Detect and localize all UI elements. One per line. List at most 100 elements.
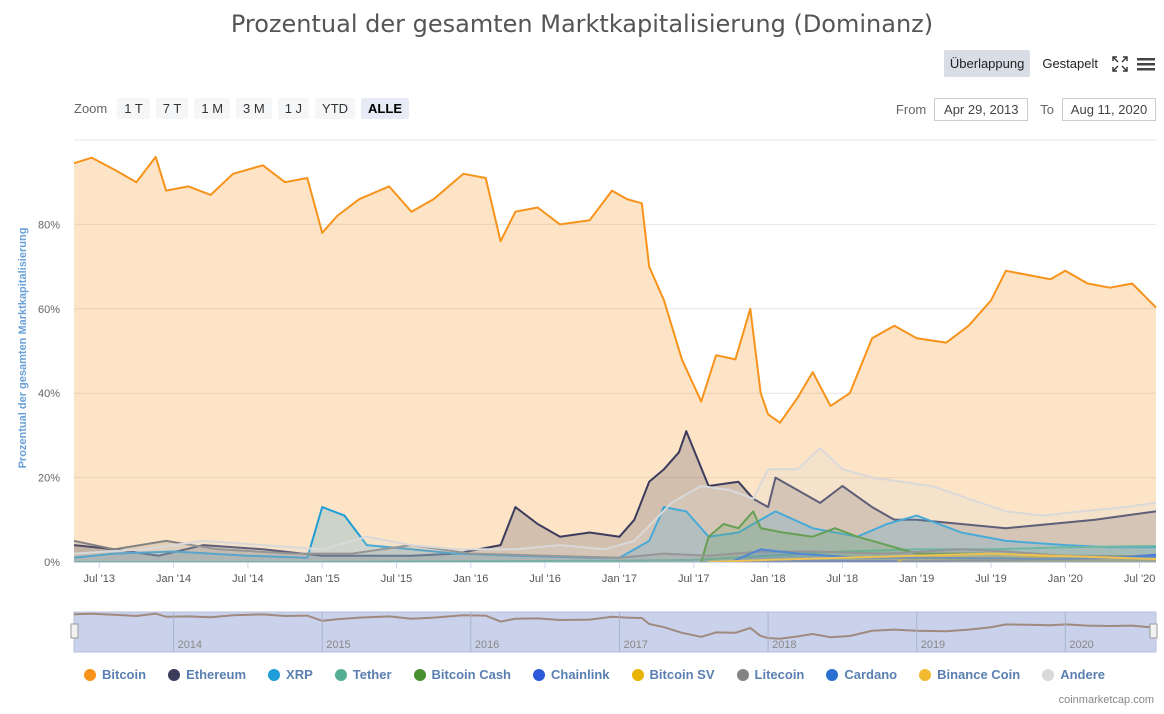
x-tick-label: Jul '20 <box>1124 573 1155 585</box>
series-line-binance-coin <box>708 552 1157 563</box>
x-tick-label: Jan '18 <box>751 573 786 585</box>
zoom-3m-button[interactable]: 3 M <box>236 98 272 119</box>
legend-marker <box>168 668 181 681</box>
navigator-label: 2014 <box>178 639 202 651</box>
legend-label: Bitcoin SV <box>649 667 715 682</box>
navigator-window <box>73 611 1157 653</box>
navigator-handle-left[interactable] <box>70 623 79 639</box>
series-area-ethereum <box>74 431 1156 562</box>
legend-marker <box>736 668 749 681</box>
to-label: To <box>1040 102 1054 117</box>
fullscreen-icon[interactable] <box>1110 54 1130 74</box>
series-area-andere <box>74 448 1156 562</box>
legend-marker <box>84 668 96 681</box>
legend-marker <box>533 668 545 681</box>
legend-label: Bitcoin <box>102 667 147 682</box>
series-area-litecoin <box>74 540 1156 562</box>
legend-marker <box>631 668 644 681</box>
series-line-chainlink <box>723 553 1157 563</box>
navigator[interactable]: 2014 2015 2016 2017 2018 2019 2020 <box>70 611 1158 653</box>
x-tick-label: Jul '19 <box>975 573 1006 585</box>
series-area-bitcoin <box>74 156 1156 562</box>
legend-marker <box>1042 668 1055 681</box>
legend-item-tether[interactable]: Tether <box>334 667 392 682</box>
legend-label: Bitcoin Cash <box>431 667 511 682</box>
x-tick-label: Jul '15 <box>381 573 412 585</box>
legend-item-chainlink[interactable]: Chainlink <box>533 667 610 682</box>
series-area-tether <box>74 546 1156 562</box>
date-range: From Apr 29, 2013 To Aug 11, 2020 <box>896 98 1156 121</box>
series-line-bitcoin <box>73 155 1157 424</box>
x-tick-label: Jan '14 <box>156 573 191 585</box>
series-line-ethereum <box>73 430 1157 557</box>
y-axis: 0% 20% 40% 60% 80% <box>38 219 60 569</box>
zoom-1d-button[interactable]: 1 T <box>117 98 150 119</box>
navigator-label: 2016 <box>475 639 499 651</box>
series-area-xrp <box>74 507 1156 562</box>
legend-label: XRP <box>286 667 313 682</box>
x-tick-label: Jan '15 <box>305 573 340 585</box>
legend-label: Ethereum <box>186 667 247 682</box>
legend-item-andere[interactable]: Andere <box>1042 667 1105 682</box>
y-tick-label: 40% <box>38 388 60 400</box>
legend-item-binance-coin[interactable]: Binance Coin <box>919 667 1020 682</box>
series-line-andere <box>73 447 1157 555</box>
series-area-bitcoin-sv <box>897 555 1156 562</box>
navigator-label: 2017 <box>623 639 647 651</box>
from-date-input[interactable]: Apr 29, 2013 <box>934 98 1029 121</box>
x-tick-label: Jul '16 <box>529 573 560 585</box>
overlap-button[interactable]: Überlappung <box>943 50 1031 77</box>
legend-label: Tether <box>352 667 392 682</box>
legend-item-bitcoin[interactable]: Bitcoin <box>84 667 146 682</box>
legend-item-bitcoin-sv[interactable]: Bitcoin SV <box>631 667 715 682</box>
zoom-1m-button[interactable]: 1 M <box>194 98 231 119</box>
legend-item-cardano[interactable]: Cardano <box>826 667 897 682</box>
series-layer <box>73 155 1157 563</box>
legend-item-ethereum[interactable]: Ethereum <box>168 667 246 682</box>
x-tick-label: Jul '14 <box>232 573 263 585</box>
series-line-bitcoin-cash <box>700 510 1157 563</box>
legend-item-litecoin[interactable]: Litecoin <box>736 667 805 682</box>
legend-item-bitcoin-cash[interactable]: Bitcoin Cash <box>413 667 511 682</box>
navigator-label: 2015 <box>326 639 350 651</box>
series-line-tether <box>74 545 1157 563</box>
legend-label: Chainlink <box>551 667 610 682</box>
series-area-chainlink <box>723 554 1156 562</box>
grid-lines <box>74 139 1156 563</box>
legend: Bitcoin Ethereum XRP Tether Bitcoin Cash Chai… <box>84 667 1105 682</box>
zoom-ytd-button[interactable]: YTD <box>315 98 356 119</box>
legend-marker <box>413 668 426 681</box>
x-tick-label: Jul '13 <box>84 573 115 585</box>
legend-label: Litecoin <box>754 667 805 682</box>
navigator-series <box>73 612 1157 640</box>
stacked-button[interactable]: Gestapelt <box>1042 56 1098 71</box>
series-area-cardano <box>730 549 1156 562</box>
menu-icon[interactable] <box>1136 54 1156 74</box>
legend-marker <box>268 668 281 681</box>
legend-item-xrp[interactable]: XRP <box>268 667 313 682</box>
zoom-1y-button[interactable]: 1 J <box>277 98 310 119</box>
x-tick-label: Jul '18 <box>827 573 858 585</box>
legend-label: Binance Coin <box>937 667 1021 682</box>
legend-label: Andere <box>1060 667 1105 682</box>
x-tick-label: Jan '16 <box>453 573 488 585</box>
series-area-bitcoin-cash <box>701 511 1156 562</box>
navigator-handle-right[interactable] <box>1149 623 1158 639</box>
to-date-input[interactable]: Aug 11, 2020 <box>1062 98 1156 121</box>
y-tick-label: 20% <box>38 473 60 485</box>
legend-marker <box>826 668 839 681</box>
navigator-label: 2020 <box>1069 639 1093 651</box>
x-tick-label: Jan '17 <box>602 573 637 585</box>
x-tick-label: Jan '19 <box>899 573 934 585</box>
zoom-all-button[interactable]: ALLE <box>361 98 409 119</box>
chart-title: Prozentual der gesamten Marktkapitalisie… <box>230 10 934 38</box>
series-area-binance-coin <box>708 553 1156 562</box>
series-line-xrp <box>73 506 1156 559</box>
navigator-label: 2018 <box>772 639 796 651</box>
menu-icon-glyph <box>1137 57 1155 70</box>
zoom-label: Zoom <box>74 101 108 116</box>
zoom-7d-button[interactable]: 7 T <box>155 98 189 119</box>
fullscreen-icon-glyph <box>1112 55 1128 72</box>
x-axis: Jul '13 Jan '14 Jul '14 Jan '15 Jul '15 Jan '… <box>74 562 1156 585</box>
y-axis-label: Prozentual der gesamten Marktkapitalisie… <box>17 228 29 469</box>
